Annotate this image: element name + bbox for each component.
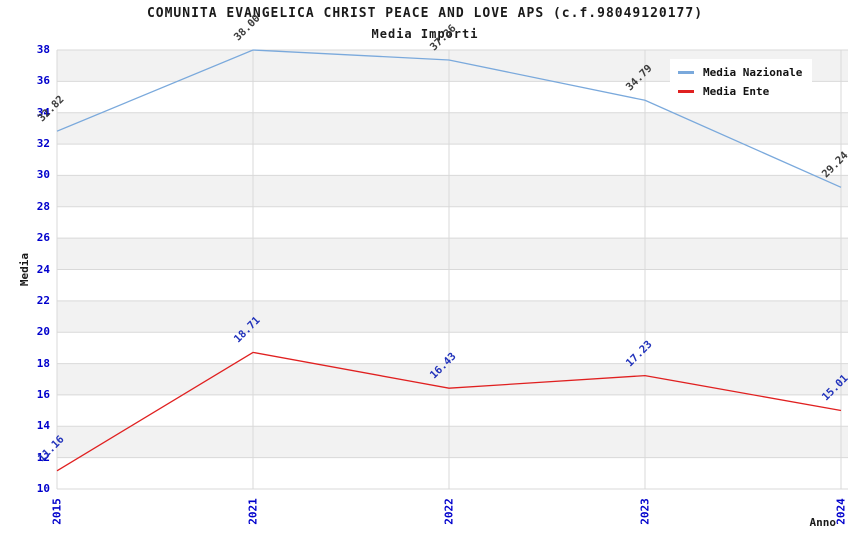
series-line-media-nazionale <box>56 49 842 188</box>
y-tick-label: 36 <box>36 74 50 88</box>
plot-band <box>57 175 848 207</box>
chart-subtitle: Media Importi <box>371 27 479 41</box>
plot-band <box>57 300 848 333</box>
legend-item-media-ente: Media Ente <box>678 82 802 101</box>
x-tick-label: 2015 <box>50 498 64 525</box>
y-tick-label: 10 <box>36 482 50 495</box>
y-tick-label: 14 <box>36 419 50 433</box>
legend: Media Nazionale Media Ente <box>670 59 813 106</box>
y-tick-label: 16 <box>36 387 50 401</box>
y-tick-label: 32 <box>36 137 50 151</box>
legend-label: Media Nazionale <box>703 66 803 79</box>
y-tick-label: 24 <box>36 262 50 276</box>
x-tick-label: 2021 <box>246 498 260 525</box>
y-tick-label: 12 <box>36 450 50 464</box>
y-axis-title: Media <box>18 252 32 287</box>
y-tick-label: 22 <box>36 293 50 307</box>
y-tick-label: 18 <box>36 356 50 370</box>
chart-title: COMUNITA EVANGELICA CHRIST PEACE AND LOV… <box>146 6 704 21</box>
x-tick-label: 2024 <box>834 498 848 525</box>
legend-swatch-blue-line-icon <box>678 71 694 74</box>
legend-swatch-red-line-icon <box>678 90 694 93</box>
y-tick-label: 34 <box>36 105 50 119</box>
legend-label: Media Ente <box>703 85 770 98</box>
y-tick-label: 30 <box>36 168 50 182</box>
plot-band <box>57 426 848 458</box>
series-line-media-ente <box>56 351 842 472</box>
y-tick-label: 28 <box>36 199 50 213</box>
plot-band <box>57 363 848 395</box>
plot-band <box>57 238 848 270</box>
y-tick-label: 20 <box>36 325 50 339</box>
legend-item-media-nazionale: Media Nazionale <box>678 63 802 82</box>
x-tick-label: 2022 <box>442 498 456 525</box>
y-tick-label: 26 <box>36 231 50 245</box>
y-tick-label: 38 <box>36 43 50 56</box>
plot-band <box>57 112 848 145</box>
x-axis-title: Anno <box>809 516 837 529</box>
x-tick-label: 2023 <box>638 498 652 525</box>
